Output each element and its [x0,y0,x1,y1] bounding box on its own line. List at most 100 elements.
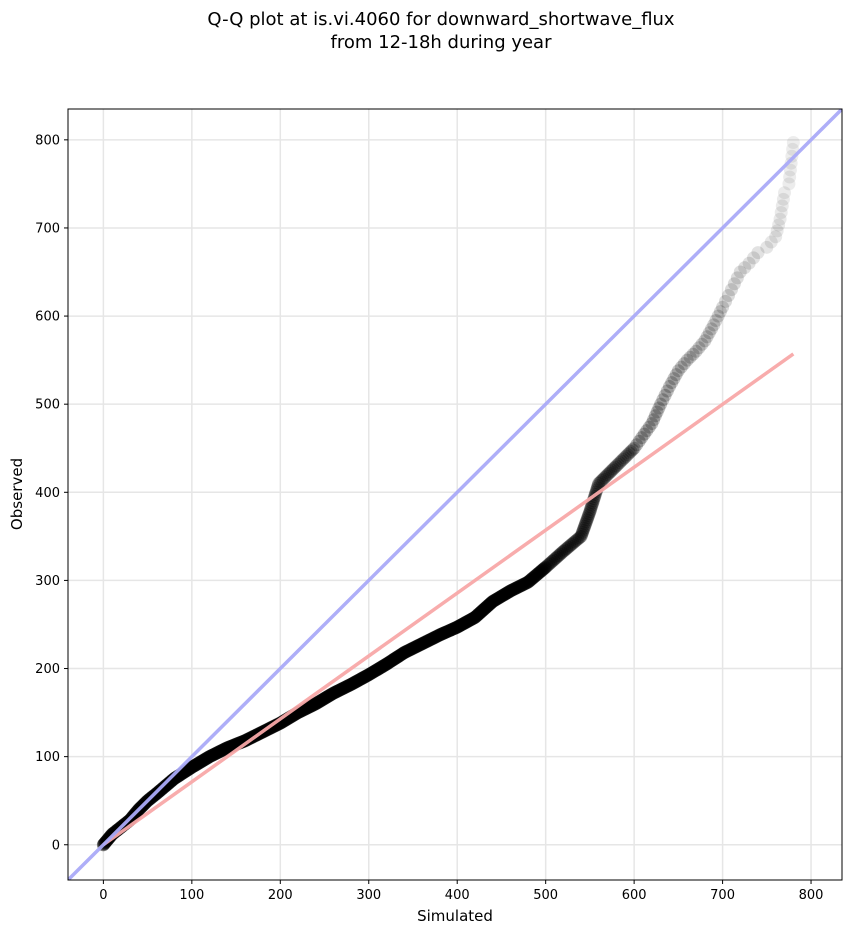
qq-point [656,393,670,407]
qq-point [577,521,591,535]
qq-point [730,271,744,285]
qq-point [548,552,562,566]
qq-point [773,212,787,226]
qq-point [583,505,597,519]
qq-point [515,578,529,592]
qq-point [576,525,590,539]
qq-point [498,587,512,601]
qq-point [713,305,727,319]
qq-point [550,550,564,564]
qq-point [772,218,786,232]
qq-point [552,549,566,563]
qq-point [778,186,791,200]
qq-point [584,503,598,517]
y-tick-label: 500 [35,398,60,413]
qq-point [611,457,625,471]
qq-point [601,468,615,482]
qq-point [663,380,677,394]
y-tick-label: 400 [35,486,60,501]
y-tick-label: 800 [35,133,60,148]
qq-point [606,462,620,476]
qq-point [581,509,595,523]
qq-point [582,507,596,521]
qq-point [584,500,598,514]
qq-point [705,322,719,336]
qq-point [524,573,538,587]
qq-point [751,246,765,260]
qq-point [650,405,664,419]
qq-point [724,283,738,297]
qq-point [707,318,721,332]
qq-point [543,556,557,570]
qq-point [593,475,607,489]
qq-point [510,581,524,595]
chart-subtitle: from 12-18h during year [330,32,552,53]
qq-point [698,334,712,348]
qq-point [783,163,797,177]
y-tick-label: 300 [35,574,60,589]
qq-point [555,546,569,560]
qq-point [532,566,546,580]
qq-point [677,357,691,371]
qq-point [719,294,733,308]
qq-point [540,559,554,573]
qq-point [785,149,799,163]
qq-point [617,451,631,465]
qq-point [504,583,518,597]
y-axis-label: Observed [8,458,26,530]
qq-point [608,460,622,474]
qq-point [784,156,798,170]
qq-point [528,570,541,584]
qq-point [585,498,599,512]
qq-point [742,256,756,270]
qq-point [764,235,778,249]
qq-point [520,576,534,590]
chart-title: Q-Q plot at is.vi.4060 for downward_shor… [207,9,675,30]
qq-point [716,300,730,314]
qq-point [525,572,539,586]
qq-point [669,368,683,382]
qq-point [522,574,536,588]
qq-point [545,554,559,568]
qq-point [568,535,582,549]
qq-point [632,434,646,448]
qq-point [571,532,585,546]
x-tick-label: 700 [710,888,735,903]
one-to-one-line [68,109,842,880]
qq-point [576,523,590,537]
qq-point [686,347,700,361]
qq-point [783,170,797,184]
qq-point [733,265,747,279]
qq-point [616,452,630,466]
qq-point [635,431,649,445]
qq-point [533,565,547,579]
y-tick-label: 600 [35,310,60,325]
qq-point [595,474,609,488]
qq-point [671,364,685,378]
axis-ticks: 0 100 200 300 400 500 600 700 800 0 100 200 300 400 50… [35,133,823,903]
qq-point [509,581,523,595]
x-tick-label: 200 [268,888,293,903]
x-tick-label: 400 [445,888,470,903]
qq-point [580,513,594,527]
qq-point [502,585,516,599]
qq-point [560,542,574,556]
qq-point [614,454,628,468]
reference-lines [68,109,842,880]
qq-point [569,533,583,547]
qq-point [776,192,790,206]
qq-point [566,536,580,550]
qq-point [689,344,703,358]
qq-point [609,459,623,473]
qq-point [622,446,636,460]
qq-point [627,441,641,455]
qq-point [774,206,788,220]
qq-point [575,527,589,541]
qq-point [642,420,656,434]
y-tick-label: 700 [35,221,60,236]
qq-point [497,588,511,602]
qq-point [578,519,592,533]
qq-point [621,448,635,462]
x-tick-label: 600 [622,888,647,903]
y-tick-label: 200 [35,662,60,677]
